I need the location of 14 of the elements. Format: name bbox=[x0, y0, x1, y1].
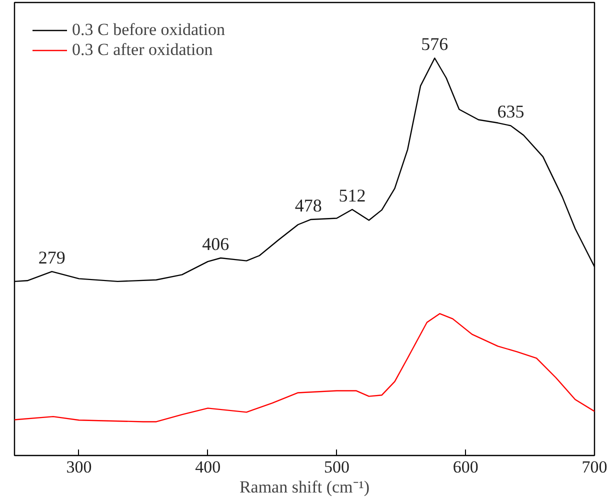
annotation: 576 bbox=[421, 34, 448, 54]
annotation: 512 bbox=[338, 186, 366, 206]
x-tick-label: 400 bbox=[195, 458, 221, 476]
annotation: 635 bbox=[497, 102, 524, 122]
x-tick-label: 500 bbox=[324, 458, 350, 476]
legend-label: 0.3 C after oxidation bbox=[72, 40, 213, 60]
legend-label: 0.3 C before oxidation bbox=[72, 20, 225, 40]
x-axis-title: Raman shift (cm⁻¹) bbox=[239, 478, 370, 496]
x-tick-label: 300 bbox=[66, 458, 92, 476]
annotation: 406 bbox=[202, 234, 230, 254]
annotation: 279 bbox=[38, 248, 66, 268]
x-tick-label: 700 bbox=[582, 458, 608, 476]
annotation: 478 bbox=[294, 195, 322, 216]
x-tick-label: 600 bbox=[452, 458, 478, 476]
